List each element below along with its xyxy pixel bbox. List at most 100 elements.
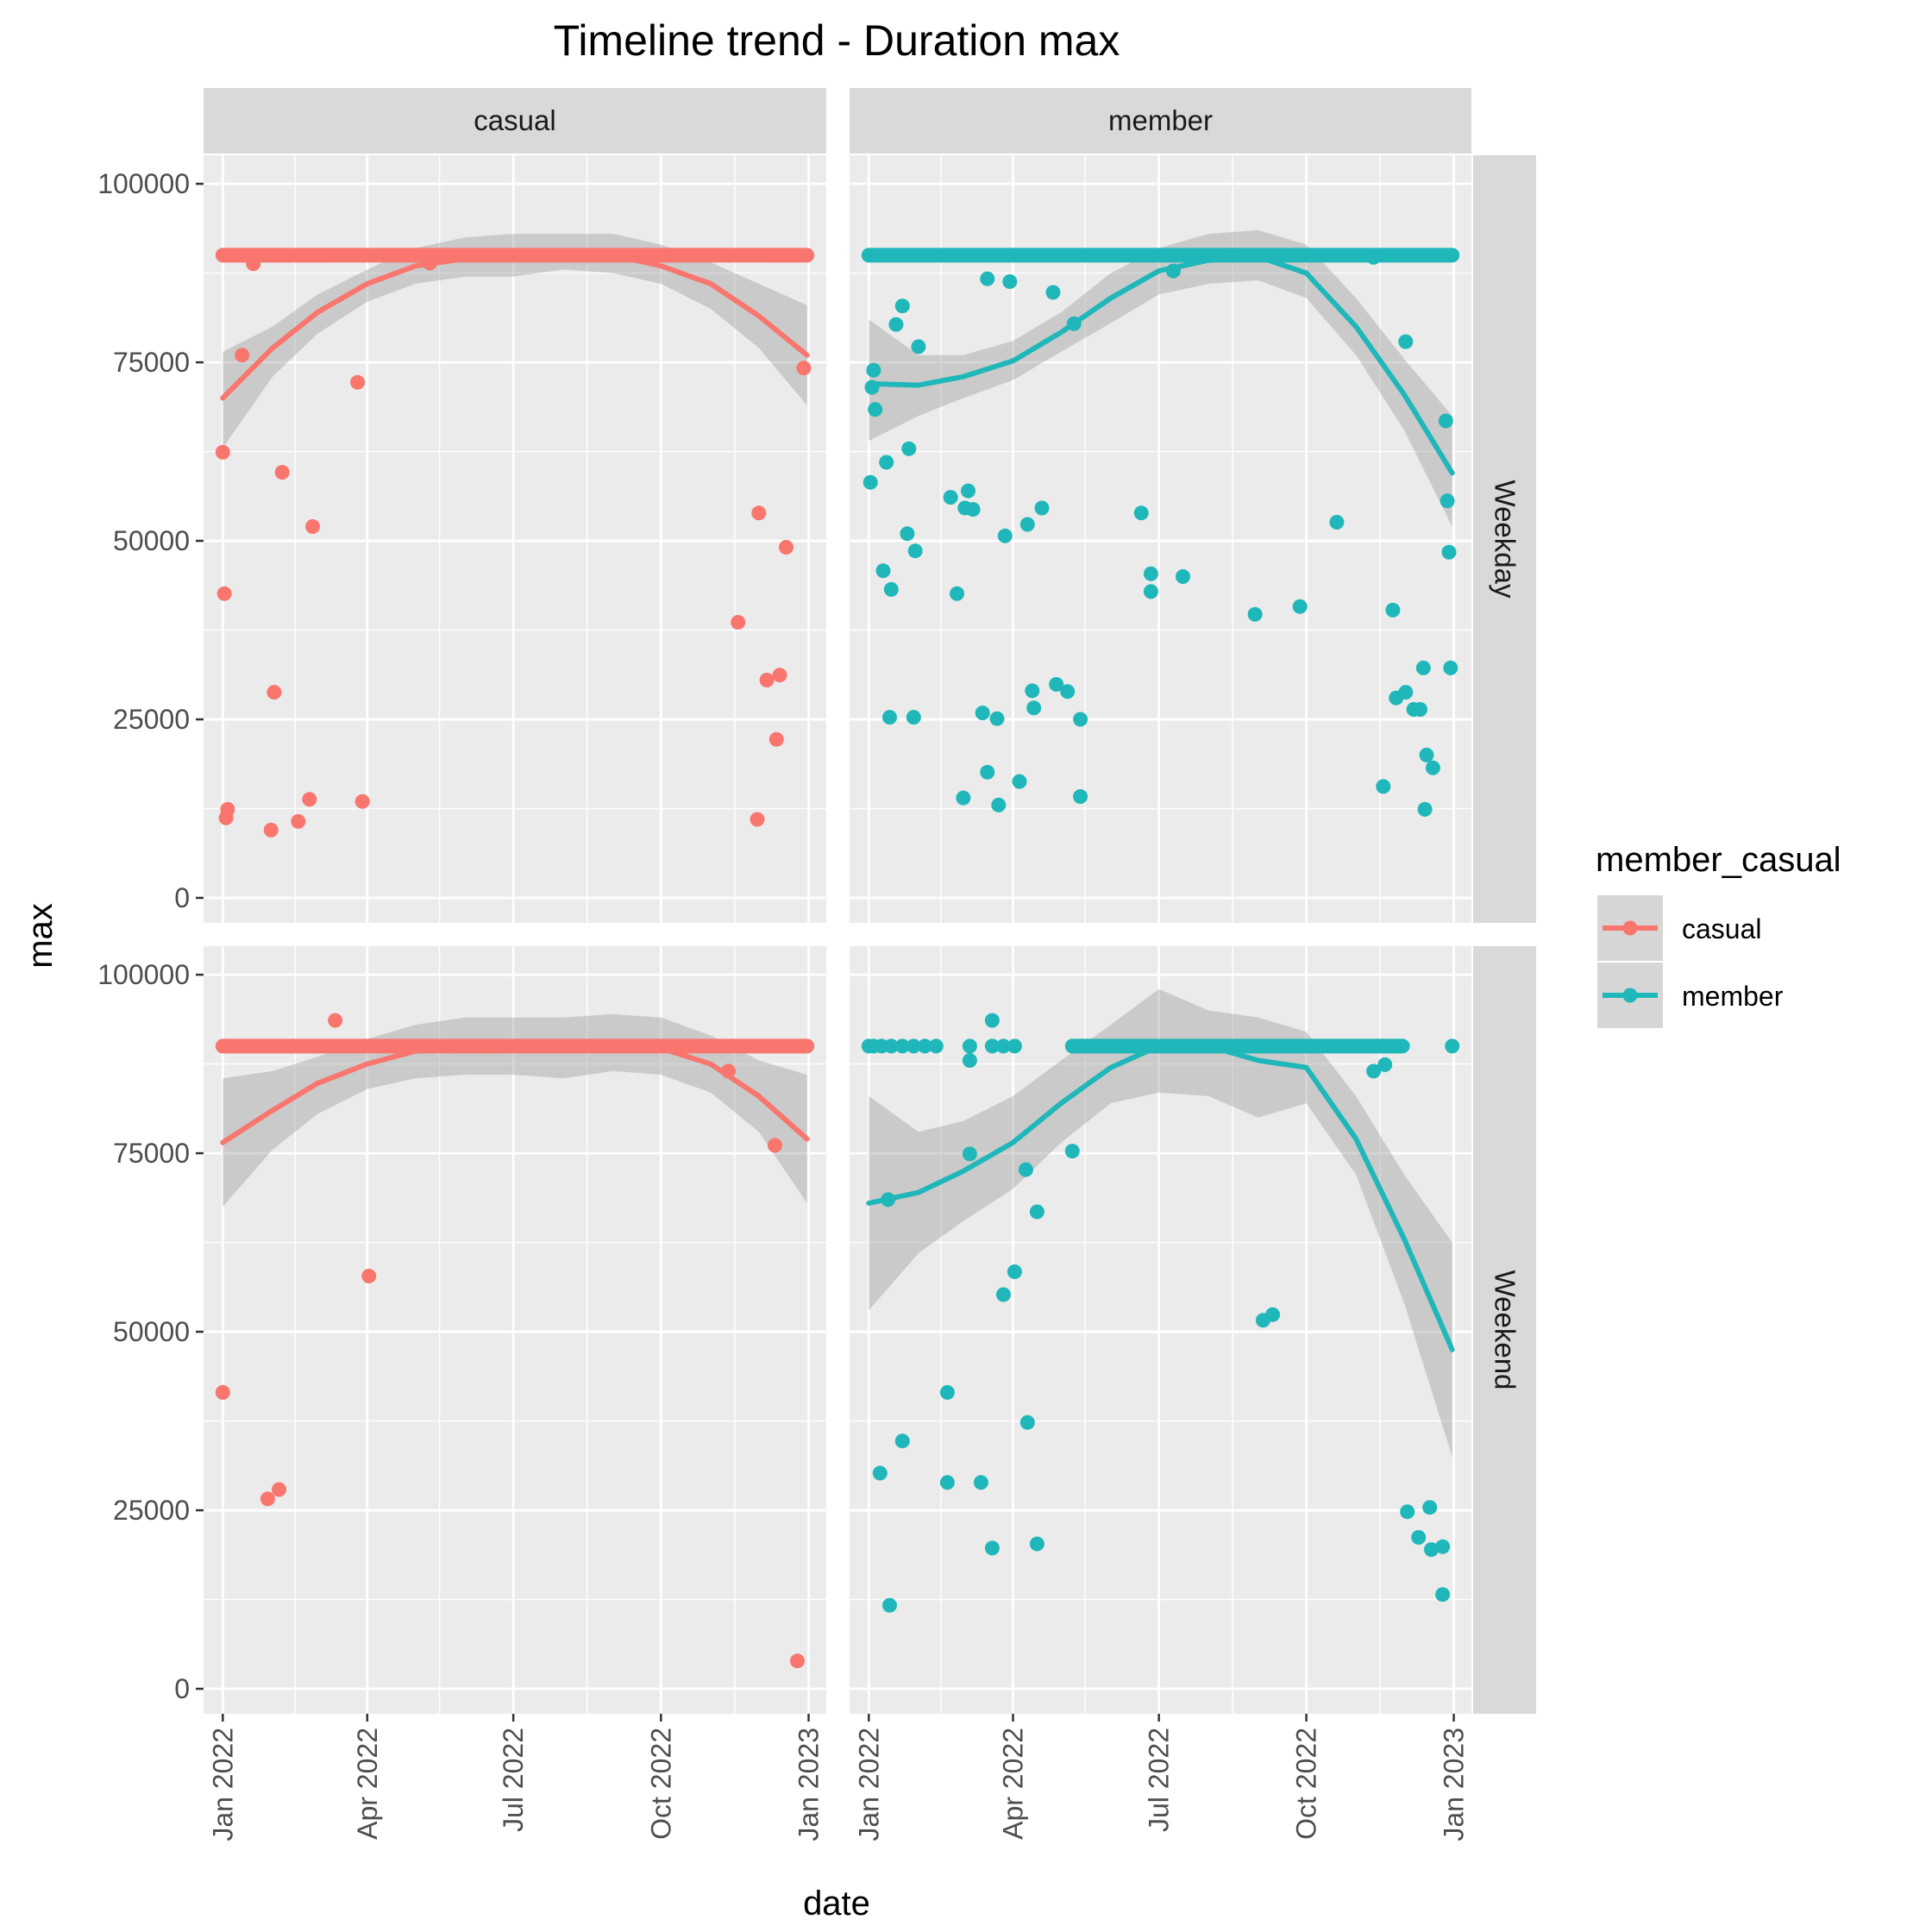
data-point	[962, 1038, 977, 1054]
legend-title: member_casual	[1596, 841, 1841, 879]
data-point	[894, 298, 910, 314]
strip-background	[1473, 946, 1536, 1714]
data-point	[1413, 702, 1427, 717]
data-point	[1419, 747, 1434, 762]
data-point	[1435, 1587, 1451, 1603]
y-tick-label: 75000	[113, 1138, 190, 1169]
data-point	[1073, 712, 1088, 727]
data-point	[354, 794, 370, 809]
data-point	[350, 374, 366, 390]
column-strips: casual member	[204, 88, 1471, 154]
strip-label: Weekday	[1490, 480, 1521, 599]
data-point	[796, 361, 812, 376]
data-point	[1366, 1063, 1382, 1079]
chart-title: Timeline trend - Duration max	[554, 16, 1120, 65]
y-tick-label: 50000	[113, 525, 190, 556]
y-axes: 0 25000 50000 75000 100000 0 25000 50000 75000 10…	[97, 168, 204, 1704]
data-point	[1445, 1038, 1460, 1054]
data-point	[1133, 505, 1149, 521]
data-point	[1064, 1144, 1080, 1159]
strip-label: casual	[474, 104, 555, 136]
data-point	[943, 490, 958, 505]
data-point	[1400, 1504, 1415, 1520]
data-point	[1292, 599, 1308, 614]
confidence-band	[869, 988, 1452, 1457]
data-point	[1440, 493, 1455, 509]
data-point	[1026, 700, 1042, 716]
data-point	[246, 256, 261, 272]
data-point	[939, 1475, 955, 1490]
panel-member-weekday	[850, 155, 1471, 923]
data-point	[215, 1384, 230, 1400]
data-point	[1247, 606, 1263, 622]
x-axis-title: date	[803, 1885, 870, 1923]
data-point	[263, 822, 279, 837]
data-point	[989, 711, 1005, 726]
data-point	[995, 1287, 1011, 1302]
facet-panels	[204, 155, 1471, 1714]
x-tick-label: Jan 2022	[207, 1728, 238, 1841]
data-point	[216, 586, 232, 601]
panel-member-weekend	[850, 946, 1471, 1714]
data-point	[1019, 1414, 1035, 1430]
data-point	[260, 1491, 275, 1507]
data-point	[1029, 1204, 1044, 1220]
data-point	[980, 271, 995, 286]
data-point	[1007, 1038, 1022, 1054]
column-strip-casual: casual	[204, 88, 826, 154]
x-tick-label: Apr 2022	[998, 1728, 1029, 1840]
data-point	[1176, 569, 1190, 584]
data-point	[882, 710, 897, 725]
data-point	[1385, 602, 1401, 618]
data-point	[235, 348, 250, 363]
data-point	[868, 402, 883, 417]
y-tick-label: 0	[174, 882, 190, 913]
data-point	[1422, 1500, 1438, 1515]
data-point	[906, 710, 921, 725]
data-point	[1045, 285, 1061, 300]
data-point	[962, 1053, 977, 1068]
data-point	[1019, 517, 1035, 532]
data-point	[975, 706, 990, 721]
x-tick-label: Jul 2022	[1144, 1728, 1175, 1832]
data-point	[965, 502, 981, 518]
data-point	[901, 441, 917, 456]
data-point	[267, 685, 282, 700]
data-point	[361, 1269, 377, 1283]
legend-label: member	[1682, 981, 1784, 1012]
data-point	[1025, 683, 1040, 699]
data-point	[1411, 1530, 1427, 1545]
data-point	[1376, 779, 1391, 794]
panel-casual-weekday	[204, 155, 826, 923]
data-point	[1438, 413, 1453, 429]
data-point	[984, 1013, 1000, 1028]
data-point	[1018, 1162, 1033, 1177]
trend-line	[220, 251, 810, 401]
data-point	[894, 1038, 910, 1054]
data-point	[1398, 685, 1414, 700]
x-tick-label: Oct 2022	[645, 1728, 676, 1840]
data-point	[1034, 500, 1050, 516]
y-tick-label: 0	[174, 1673, 190, 1704]
y-tick-label: 25000	[113, 1495, 190, 1526]
data-point	[1007, 1264, 1022, 1279]
data-point	[1029, 1536, 1044, 1552]
legend-item-casual: casual	[1597, 895, 1762, 961]
data-point	[939, 1384, 955, 1400]
legend-key-point	[1622, 988, 1638, 1003]
y-tick-label: 50000	[113, 1316, 190, 1347]
y-tick-label: 100000	[97, 168, 190, 199]
data-point	[1435, 1539, 1451, 1554]
data-point	[1417, 801, 1433, 817]
data-point	[961, 483, 975, 499]
data-point	[879, 455, 894, 470]
data-point	[900, 526, 915, 542]
data-point	[991, 797, 1007, 812]
data-point	[928, 1038, 944, 1054]
data-point	[790, 1653, 805, 1669]
data-point	[302, 792, 317, 807]
data-point	[1425, 760, 1440, 775]
row-strips: Weekday Weekend	[1473, 155, 1536, 1714]
data-point	[997, 528, 1013, 543]
